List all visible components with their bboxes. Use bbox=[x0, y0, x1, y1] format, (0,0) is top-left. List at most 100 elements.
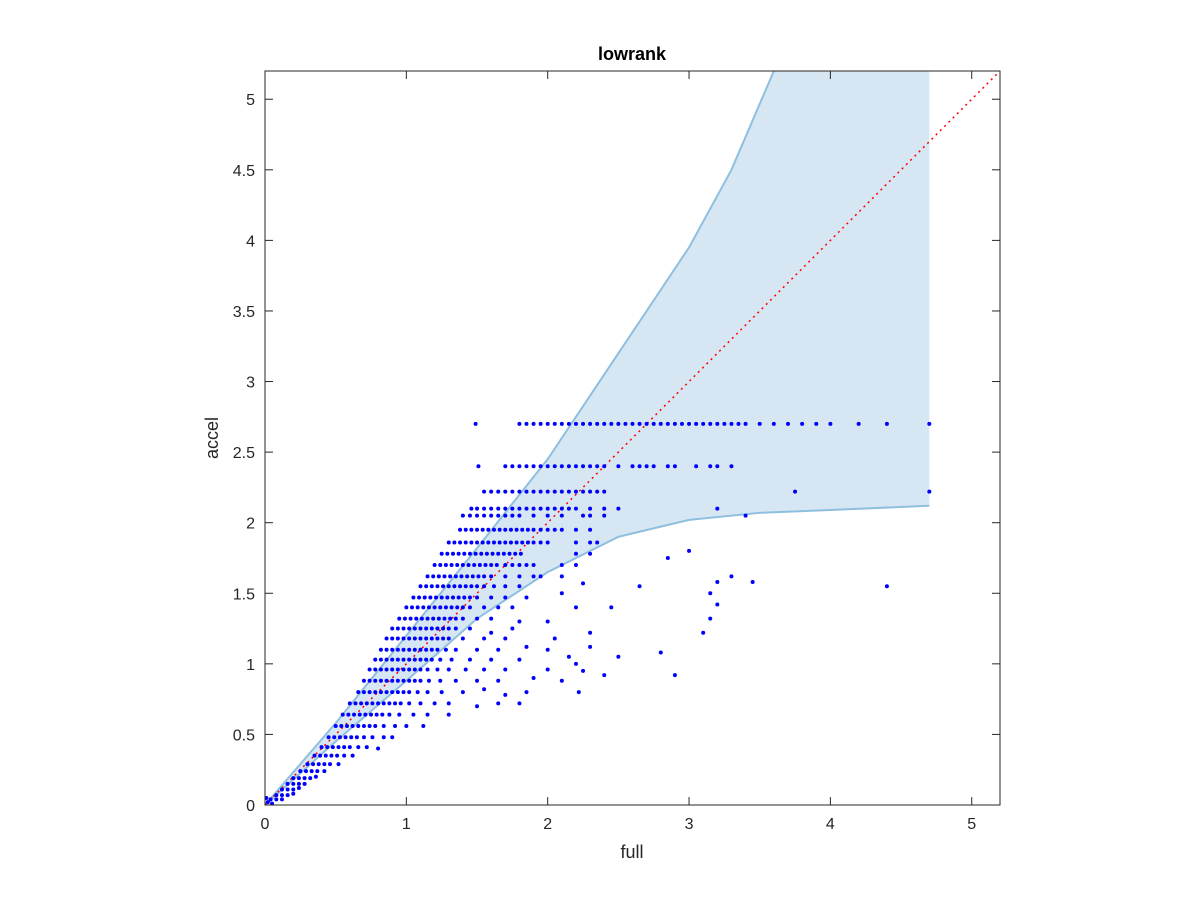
data-point bbox=[517, 619, 522, 624]
data-point bbox=[462, 551, 467, 556]
data-point bbox=[439, 551, 444, 556]
data-point bbox=[595, 421, 600, 426]
data-point bbox=[531, 574, 536, 579]
chart-title: lowrank bbox=[598, 44, 667, 64]
data-point bbox=[476, 574, 481, 579]
data-point bbox=[559, 591, 564, 596]
data-point bbox=[424, 584, 429, 589]
data-point bbox=[545, 619, 550, 624]
data-point bbox=[378, 657, 383, 662]
data-point bbox=[397, 712, 402, 717]
data-point bbox=[463, 527, 468, 532]
data-point bbox=[467, 551, 472, 556]
data-point bbox=[581, 421, 586, 426]
data-point bbox=[508, 527, 513, 532]
data-point bbox=[455, 563, 460, 568]
data-point bbox=[538, 540, 543, 545]
data-point bbox=[384, 647, 389, 652]
data-point bbox=[407, 678, 412, 683]
data-point bbox=[339, 723, 344, 728]
data-point bbox=[429, 636, 434, 641]
data-point bbox=[435, 667, 440, 672]
x-tick-label: 4 bbox=[826, 816, 835, 833]
data-point bbox=[518, 551, 523, 556]
data-point bbox=[524, 421, 529, 426]
x-axis-label: full bbox=[620, 842, 643, 862]
data-point bbox=[412, 657, 417, 662]
y-tick-label: 1.5 bbox=[233, 586, 255, 603]
data-point bbox=[438, 657, 443, 662]
data-point bbox=[446, 540, 451, 545]
data-point bbox=[486, 540, 491, 545]
data-point bbox=[467, 605, 472, 610]
data-point bbox=[486, 527, 491, 532]
data-point bbox=[616, 506, 621, 511]
data-point bbox=[349, 735, 354, 740]
data-point bbox=[322, 769, 327, 774]
data-point bbox=[408, 616, 413, 621]
data-point bbox=[412, 667, 417, 672]
data-point bbox=[439, 595, 444, 600]
data-point bbox=[828, 421, 833, 426]
data-point bbox=[503, 636, 508, 641]
data-point bbox=[573, 661, 578, 666]
data-point bbox=[602, 489, 607, 494]
data-point bbox=[336, 762, 341, 767]
data-point bbox=[425, 667, 430, 672]
data-point bbox=[602, 464, 607, 469]
data-point bbox=[441, 636, 446, 641]
data-point bbox=[491, 540, 496, 545]
data-point bbox=[538, 421, 543, 426]
data-point bbox=[602, 421, 607, 426]
data-point bbox=[296, 776, 301, 781]
data-point bbox=[576, 690, 581, 695]
x-tick-label: 5 bbox=[967, 816, 976, 833]
data-point bbox=[373, 678, 378, 683]
data-point bbox=[424, 657, 429, 662]
data-point bbox=[503, 667, 508, 672]
data-point bbox=[524, 489, 529, 494]
data-point bbox=[370, 701, 375, 706]
data-point bbox=[884, 584, 889, 589]
data-point bbox=[347, 745, 352, 750]
y-axis-label: accel bbox=[202, 417, 222, 459]
data-point bbox=[503, 506, 508, 511]
data-point bbox=[421, 723, 426, 728]
data-point bbox=[479, 551, 484, 556]
data-point bbox=[344, 723, 349, 728]
data-point bbox=[750, 579, 755, 584]
data-point bbox=[736, 421, 741, 426]
data-point bbox=[708, 421, 713, 426]
y-tick-label: 4 bbox=[246, 233, 255, 250]
data-point bbox=[588, 551, 593, 556]
data-point bbox=[588, 630, 593, 635]
data-point bbox=[729, 464, 734, 469]
data-point bbox=[445, 551, 450, 556]
data-point bbox=[467, 657, 472, 662]
data-point bbox=[390, 667, 395, 672]
data-point bbox=[510, 513, 515, 518]
data-point bbox=[329, 753, 334, 758]
data-point bbox=[545, 421, 550, 426]
data-point bbox=[552, 489, 557, 494]
data-point bbox=[390, 690, 395, 695]
data-point bbox=[431, 574, 436, 579]
data-point bbox=[651, 464, 656, 469]
data-point bbox=[510, 464, 515, 469]
data-point bbox=[415, 605, 420, 610]
data-point bbox=[279, 787, 284, 792]
data-point bbox=[497, 527, 502, 532]
data-point bbox=[438, 605, 443, 610]
data-point bbox=[274, 793, 279, 798]
y-tick-label: 0.5 bbox=[233, 727, 255, 744]
data-point bbox=[335, 753, 340, 758]
data-point bbox=[418, 647, 423, 652]
data-point bbox=[771, 421, 776, 426]
data-point bbox=[453, 574, 458, 579]
data-point bbox=[524, 690, 529, 695]
data-point bbox=[494, 563, 499, 568]
data-point bbox=[367, 690, 372, 695]
data-point bbox=[449, 563, 454, 568]
data-point bbox=[538, 527, 543, 532]
